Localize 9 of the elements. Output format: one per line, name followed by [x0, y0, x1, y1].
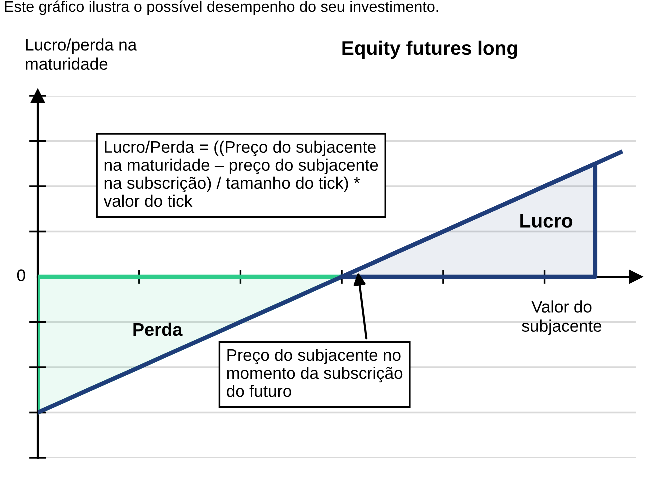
chart-subtitle: Este gráfico ilustra o possível desempenho do seu investimento. [5, 0, 438, 16]
x-axis-title: Valor do subjacente [522, 300, 602, 336]
annotation: Preço do subjacente no momento da subscrição do futuro [227, 348, 403, 398]
annotation: Lucro/Perda = ((Preço do subjacente na maturidade – preço do subjacente na subscrição) / tamanho do tick) * valor do tick [104, 140, 378, 208]
annotation: Perda [134, 322, 183, 336]
text: 0 [17, 270, 26, 282]
annotation: Lucro [520, 214, 573, 228]
y-axis-title: Lucro/perda na maturidade [26, 38, 138, 70]
chart-title: Equity futures long [342, 40, 518, 60]
